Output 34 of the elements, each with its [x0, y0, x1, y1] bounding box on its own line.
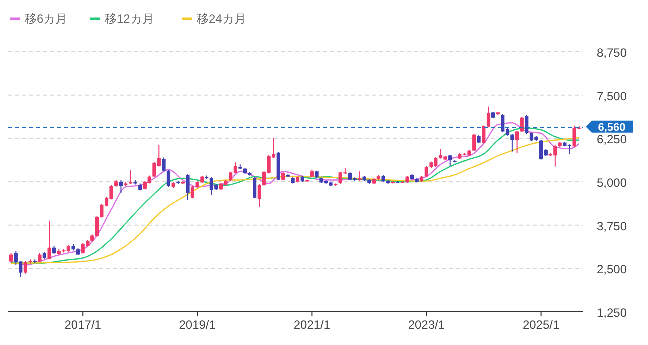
candlestick [166, 170, 171, 188]
y-tick-label: 2,500 [596, 262, 628, 277]
candlestick [190, 186, 195, 200]
legend-label: 移24カ月 [197, 12, 246, 26]
candlestick [516, 130, 520, 154]
y-tick-label: 3,750 [596, 219, 628, 234]
x-tick-label: 2025/1 [522, 318, 560, 332]
candlestick [253, 176, 257, 198]
candlestick [520, 116, 524, 133]
candlestick [525, 114, 529, 135]
candlestick [38, 252, 42, 263]
candlestick [358, 171, 362, 182]
ref-line-label: 6,560 [598, 122, 626, 134]
x-tick-label: 2023/1 [408, 318, 446, 332]
candlestick [472, 134, 476, 152]
y-tick-label: 5,000 [596, 176, 628, 190]
y-tick-label: 8,750 [596, 46, 628, 60]
y-tick-label: 6,250 [596, 132, 628, 147]
candlestick [24, 260, 28, 274]
legend-label: 移6カ月 [25, 12, 68, 26]
x-tick-label: 2017/1 [64, 318, 102, 332]
candlestick [162, 157, 166, 172]
candlestick [48, 220, 52, 260]
candlestick [448, 154, 452, 167]
candlestick [186, 174, 190, 201]
candlestick [119, 180, 124, 194]
candlestick [510, 134, 514, 152]
legend-label: 移12カ月 [105, 12, 154, 26]
candlestick [9, 252, 14, 264]
y-tick-label: 7,500 [596, 89, 628, 104]
x-tick-label: 2021/1 [294, 318, 331, 332]
candlestick [258, 184, 262, 208]
y-tick-label: 1,250 [596, 306, 628, 320]
x-tick-label: 2019/1 [179, 318, 216, 332]
